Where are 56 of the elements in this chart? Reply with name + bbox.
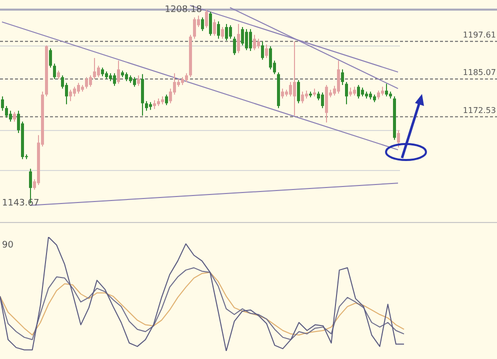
candlestick: [357, 84, 360, 99]
candlestick: [77, 82, 80, 94]
annotation: 90: [2, 240, 14, 250]
candlestick: [253, 34, 256, 51]
candlestick: [9, 110, 12, 122]
candlestick: [237, 24, 240, 54]
candlestick: [257, 38, 260, 49]
candlestick: [241, 26, 244, 46]
candlestick: [49, 48, 52, 68]
candlestick: [385, 83, 388, 97]
annotation: 1208.18: [164, 5, 202, 16]
candlestick: [245, 28, 248, 51]
candlestick: [321, 92, 324, 109]
candlestick: [345, 81, 348, 105]
candlestick: [97, 65, 100, 78]
candlestick: [137, 74, 140, 86]
candlestick: [265, 44, 268, 58]
candlestick: [225, 24, 228, 42]
candlestick: [301, 91, 304, 104]
candlestick: [73, 86, 76, 97]
candlestick: [397, 130, 400, 148]
candlestick: [217, 20, 220, 40]
candlestick: [1, 96, 4, 112]
candlestick: [201, 16, 204, 32]
candlestick: [341, 68, 344, 86]
ref-line-label: 1172.53: [462, 106, 496, 115]
candlestick: [89, 74, 92, 88]
candlestick: [69, 89, 72, 102]
candlestick: [221, 26, 224, 40]
candlestick: [281, 88, 284, 99]
candlestick: [93, 57, 96, 80]
candlestick: [249, 28, 252, 52]
ref-line-label: 1197.61: [462, 30, 496, 40]
candlestick: [113, 72, 116, 86]
candlestick: [269, 46, 272, 70]
candlestick: [229, 24, 232, 40]
ref-line-label: 1185.07: [462, 68, 496, 78]
candlestick: [209, 11, 212, 36]
candlestick: [213, 18, 216, 36]
candlestick: [13, 111, 16, 122]
candlestick: [289, 81, 292, 97]
candlestick: [233, 36, 236, 56]
candlestick: [53, 63, 56, 80]
candlestick: [145, 100, 148, 112]
candlestick: [261, 40, 264, 60]
candlestick: [293, 40, 296, 116]
candlestick: [165, 94, 168, 106]
candlestick: [205, 9, 208, 28]
candlestick: [85, 76, 88, 90]
annotation: 1143.67: [2, 198, 40, 208]
candlestick: [193, 16, 196, 40]
candlestick: [5, 105, 8, 118]
candlestick: [133, 76, 136, 88]
candlestick: [117, 60, 120, 84]
candlestick: [337, 60, 340, 94]
candlestick: [297, 80, 300, 104]
